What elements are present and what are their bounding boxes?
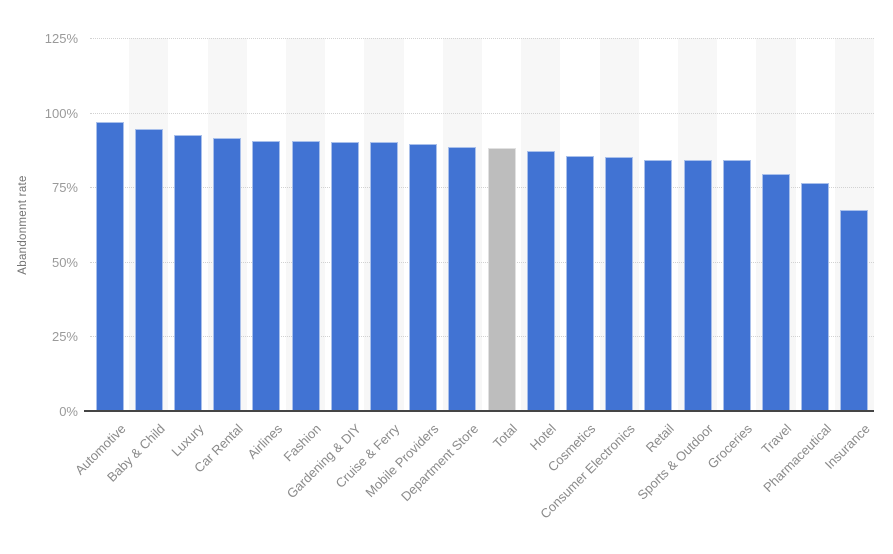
gridline-125 — [90, 38, 874, 39]
gridline-75 — [90, 187, 874, 189]
bar-cosmetics[interactable] — [566, 155, 594, 411]
bar-pharmaceutical[interactable] — [801, 182, 830, 411]
bar-hotel[interactable] — [526, 151, 555, 411]
bar-insurance[interactable] — [840, 209, 869, 411]
x-axis-label-retail: Retail — [642, 421, 678, 456]
bar-mobile-providers[interactable] — [409, 143, 438, 411]
bar-gardening-diy[interactable] — [330, 142, 359, 411]
bar-consumer-electronics[interactable] — [605, 157, 634, 411]
x-axis-label-hotel: Hotel — [527, 421, 560, 454]
bar-automotive[interactable] — [95, 121, 124, 411]
bar-luxury[interactable] — [174, 134, 202, 411]
bar-total[interactable] — [487, 148, 516, 411]
bar-car-rental[interactable] — [213, 137, 242, 411]
bar-fashion[interactable] — [291, 140, 320, 411]
gridline-100 — [90, 112, 874, 114]
y-tick-label: 100% — [44, 105, 78, 121]
x-axis-label-sports-outdoor: Sports & Outdoor — [634, 421, 717, 503]
bar-baby-child[interactable] — [134, 129, 163, 411]
bar-travel[interactable] — [762, 173, 790, 411]
y-tick-label: 125% — [44, 31, 78, 46]
y-tick-label: 0% — [59, 404, 78, 419]
x-axis-line — [84, 410, 874, 412]
y-tick-label: 25% — [51, 329, 78, 345]
gridline-50 — [90, 261, 874, 263]
bar-groceries[interactable] — [722, 160, 751, 411]
bar-sports-outdoor[interactable] — [683, 160, 712, 411]
gridline-25 — [90, 336, 874, 338]
x-axis-label-total: Total — [490, 421, 521, 452]
bar-cruise-ferry[interactable] — [370, 142, 398, 411]
bar-department-store[interactable] — [448, 146, 477, 411]
bar-retail[interactable] — [644, 160, 673, 411]
x-axis-label-airlines: Airlines — [244, 421, 286, 462]
plot-area — [84, 38, 874, 412]
x-axis-label-travel: Travel — [758, 421, 795, 457]
y-tick-label: 50% — [51, 254, 78, 270]
bar-airlines[interactable] — [252, 140, 281, 411]
y-tick-label: 75% — [51, 180, 78, 196]
